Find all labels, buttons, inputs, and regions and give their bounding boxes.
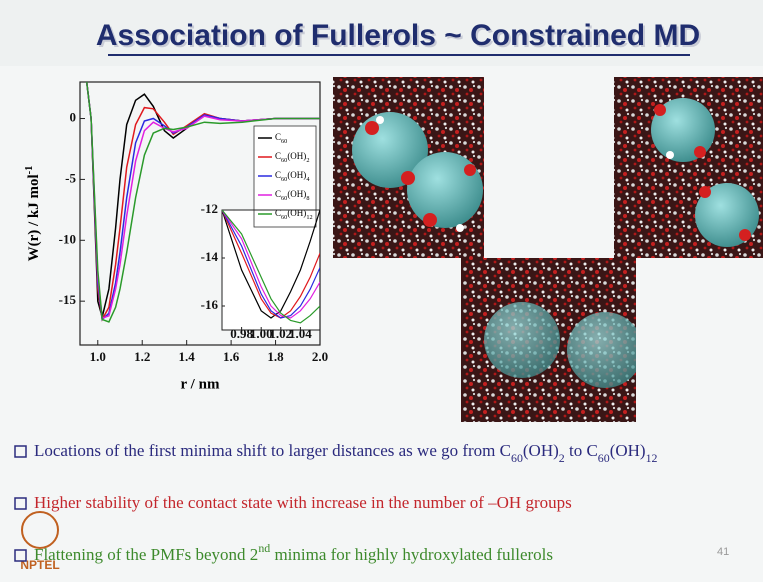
- snapshot: [461, 258, 643, 422]
- x-tick-label: 1.6: [223, 349, 240, 364]
- x-tick-label: 2.0: [312, 349, 328, 364]
- x-tick-label: 1.0: [90, 349, 106, 364]
- bullet-text: Locations of the first minima shift to l…: [34, 441, 658, 465]
- bullet-text: Flattening of the PMFs beyond 2nd minima…: [34, 541, 553, 564]
- y-tick-label: -16: [201, 297, 219, 312]
- y-tick-label: -14: [201, 249, 219, 264]
- y-tick-label: -10: [59, 231, 76, 246]
- y-tick-label: -15: [59, 292, 77, 307]
- bullet-box: [15, 446, 26, 457]
- page-number: 41: [717, 546, 729, 558]
- x-tick-label: 1.04: [289, 326, 312, 341]
- x-tick-label: 1.8: [267, 349, 284, 364]
- snapshot: [614, 77, 763, 258]
- x-tick-label: 1.2: [134, 349, 150, 364]
- snapshot: [333, 77, 484, 258]
- y-axis-label: W(r) / kJ mol-1: [24, 166, 43, 262]
- bullet-text: Higher stability of the contact state wi…: [34, 493, 572, 512]
- bullet-box: [15, 498, 26, 509]
- x-axis-label: r / nm: [181, 376, 220, 392]
- slide-title: Association of Fullerols ~ Constrained M…: [96, 19, 700, 52]
- y-tick-label: 0: [70, 110, 77, 125]
- y-tick-label: -12: [201, 201, 218, 216]
- page: {"slide": {"title": "Association of Full…: [0, 0, 763, 577]
- slide: Association of Fullerols ~ Constrained M…: [0, 0, 763, 577]
- x-tick-label: 1.4: [179, 349, 196, 364]
- y-tick-label: -5: [65, 170, 76, 185]
